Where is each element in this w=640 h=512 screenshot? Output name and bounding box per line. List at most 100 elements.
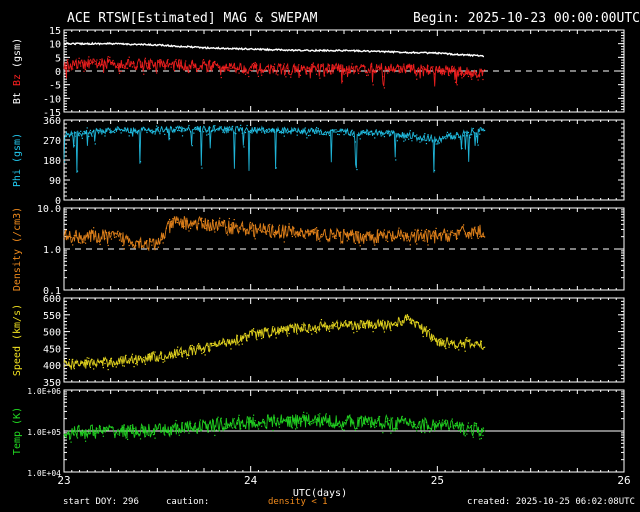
y-tick-label: 450 <box>43 344 61 355</box>
series-point-temp <box>244 427 247 429</box>
series-point-speed <box>361 320 363 322</box>
series-point-bz <box>332 64 334 66</box>
series-point-temp <box>115 432 117 434</box>
series-point-density <box>233 219 235 221</box>
series-point-phi <box>351 129 353 131</box>
series-point-phi <box>180 130 182 132</box>
series-point-phi <box>198 128 200 130</box>
series-point-bz <box>482 78 484 81</box>
series-point-bz <box>148 66 150 68</box>
series-point-bz <box>335 67 337 69</box>
series-point-phi <box>467 131 470 134</box>
series-point-density <box>424 240 426 242</box>
series-point-bz <box>106 67 108 69</box>
series-point-bz <box>430 66 432 68</box>
series-point-phi <box>459 138 461 140</box>
series-point-phi <box>388 130 390 132</box>
series-point-temp <box>400 419 402 422</box>
series-point-density <box>299 235 302 237</box>
series-point-bz <box>343 73 345 75</box>
series-point-density <box>349 234 352 236</box>
series-point-density <box>309 230 311 232</box>
series-point-density <box>80 242 82 244</box>
series-point-density <box>393 238 395 240</box>
series-point-phi <box>453 135 455 137</box>
series-point-phi <box>169 137 171 140</box>
series-point-phi <box>280 131 282 133</box>
series-point-bz <box>235 67 237 69</box>
series-point-density <box>422 240 424 242</box>
series-point-density <box>267 230 269 233</box>
series-point-phi <box>403 140 405 142</box>
series-point-density <box>212 219 214 222</box>
series-point-temp <box>379 415 381 418</box>
series-point-phi <box>451 137 453 139</box>
series-line-bz <box>63 57 485 87</box>
series-point-density <box>272 226 274 228</box>
series-point-temp <box>270 419 272 421</box>
series-point-density <box>225 226 227 228</box>
series-point-speed <box>425 326 428 328</box>
series-point-speed <box>167 357 169 359</box>
series-point-density <box>181 225 184 228</box>
series-point-density <box>406 240 408 242</box>
series-point-density <box>325 236 327 238</box>
series-point-density <box>451 230 453 232</box>
series-point-speed <box>97 361 100 363</box>
series-point-speed <box>215 345 218 347</box>
series-point-temp <box>416 430 418 432</box>
series-point-temp <box>185 423 187 425</box>
series-point-bz <box>72 68 74 70</box>
series-point-density <box>411 231 413 233</box>
series-point-density <box>471 237 473 239</box>
series-point-density <box>429 230 431 232</box>
series-point-bz <box>395 69 397 71</box>
series-point-speed <box>196 347 198 349</box>
series-point-density <box>156 242 158 244</box>
series-line-temp <box>63 413 485 441</box>
series-point-phi <box>212 129 214 131</box>
series-point-density <box>322 233 324 235</box>
series-point-phi <box>128 135 130 137</box>
series-point-temp <box>67 432 69 434</box>
series-point-bz <box>228 70 230 72</box>
series-point-phi <box>181 135 184 137</box>
series-point-bz <box>202 59 205 61</box>
series-point-speed <box>433 338 436 340</box>
series-point-density <box>151 244 153 246</box>
series-point-phi <box>307 134 310 137</box>
x-axis-label: UTC(days) <box>292 488 348 499</box>
series-point-speed <box>257 331 260 334</box>
series-point-phi <box>421 138 423 140</box>
series-point-phi <box>209 127 211 129</box>
series-point-speed <box>286 335 289 337</box>
series-point-bz <box>472 74 474 76</box>
series-point-temp <box>178 434 180 436</box>
series-point-density <box>238 231 240 233</box>
series-point-density <box>442 233 444 235</box>
series-point-density <box>403 232 405 234</box>
series-point-temp <box>128 429 130 431</box>
series-point-speed <box>445 347 447 350</box>
series-point-speed <box>416 321 418 323</box>
y-axis-label-part: (gsm) <box>12 38 23 74</box>
series-point-speed <box>327 325 329 328</box>
series-point-density <box>474 226 476 228</box>
series-point-temp <box>93 434 95 436</box>
series-point-temp <box>338 426 340 428</box>
series-point-phi <box>91 135 93 137</box>
series-point-temp <box>419 421 421 423</box>
series-point-speed <box>102 367 104 369</box>
series-point-phi <box>442 136 444 138</box>
series-point-phi <box>89 129 92 131</box>
series-point-phi <box>228 129 230 131</box>
series-point-bz <box>185 60 187 62</box>
series-point-density <box>398 227 400 229</box>
series-point-density <box>186 220 188 222</box>
series-point-bz <box>458 74 460 76</box>
series-point-speed <box>348 321 350 323</box>
series-point-bz <box>109 56 111 58</box>
series-point-temp <box>440 424 442 426</box>
series-point-phi <box>67 134 69 136</box>
series-point-density <box>367 232 369 234</box>
